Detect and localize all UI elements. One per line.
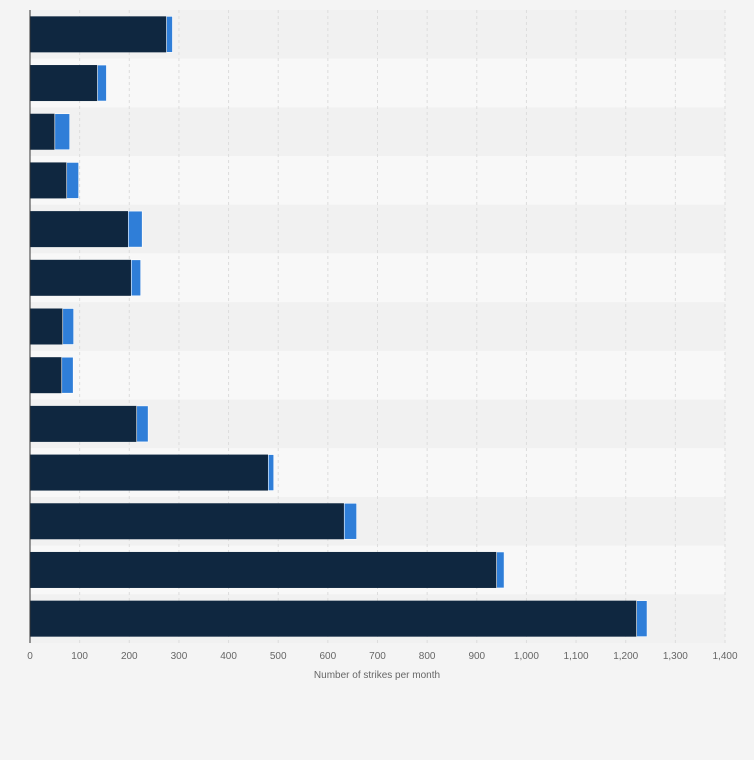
bar-segment-series-2[interactable] — [166, 16, 173, 53]
bar-segment-series-2[interactable] — [62, 308, 74, 345]
x-tick-labels: 0 100 200 300 400 500 600 700 800 900 1,000 1,100 1,… — [27, 651, 738, 662]
bar-segment-series-1[interactable] — [30, 162, 67, 199]
bar-segment-series-1[interactable] — [30, 600, 637, 637]
x-tick-label: 300 — [171, 651, 188, 662]
bar-segment-series-2[interactable] — [636, 600, 648, 637]
x-tick-label: 600 — [320, 651, 337, 662]
x-tick-label: 100 — [71, 651, 88, 662]
bar-segment-series-1[interactable] — [30, 503, 345, 540]
bar-segment-series-2[interactable] — [97, 64, 107, 102]
x-tick-label: 0 — [27, 651, 33, 662]
row-bands — [30, 10, 725, 643]
bar-segment-series-2[interactable] — [127, 210, 143, 248]
x-tick-label: 1,400 — [712, 651, 737, 662]
x-tick-label: 400 — [220, 651, 237, 662]
bars — [30, 16, 648, 637]
bar-segment-series-2[interactable] — [343, 502, 357, 540]
bar-segment-series-1[interactable] — [30, 357, 62, 394]
bar-segment-series-1[interactable] — [30, 454, 269, 491]
x-axis-title: Number of strikes per month — [314, 670, 440, 681]
x-tick-label: 700 — [369, 651, 386, 662]
bar-segment-series-1[interactable] — [30, 308, 63, 345]
x-tick-label: 900 — [468, 651, 485, 662]
bar-segment-series-1[interactable] — [30, 551, 497, 588]
bar-segment-series-2[interactable] — [61, 356, 74, 394]
bar-segment-series-2[interactable] — [496, 551, 505, 589]
bar-segment-series-1[interactable] — [30, 65, 98, 102]
bar-segment-series-1[interactable] — [30, 16, 167, 53]
x-tick-label: 800 — [419, 651, 436, 662]
row-band — [30, 302, 725, 351]
x-tick-label: 1,000 — [514, 651, 539, 662]
bar-segment-series-2[interactable] — [66, 162, 79, 199]
bar-segment-series-2[interactable] — [136, 405, 149, 443]
bar-segment-series-2[interactable] — [267, 454, 275, 491]
x-tick-label: 1,300 — [663, 651, 688, 662]
bar-segment-series-1[interactable] — [30, 259, 132, 296]
x-tick-label: 500 — [270, 651, 287, 662]
bar-segment-series-2[interactable] — [54, 113, 71, 151]
x-tick-label: 1,200 — [613, 651, 638, 662]
x-tick-label: 1,100 — [564, 651, 589, 662]
bar-segment-series-1[interactable] — [30, 113, 55, 150]
x-tick-label: 200 — [121, 651, 138, 662]
bar-segment-series-1[interactable] — [30, 211, 129, 248]
bar-segment-series-2[interactable] — [130, 259, 142, 297]
bar-segment-series-1[interactable] — [30, 405, 137, 442]
